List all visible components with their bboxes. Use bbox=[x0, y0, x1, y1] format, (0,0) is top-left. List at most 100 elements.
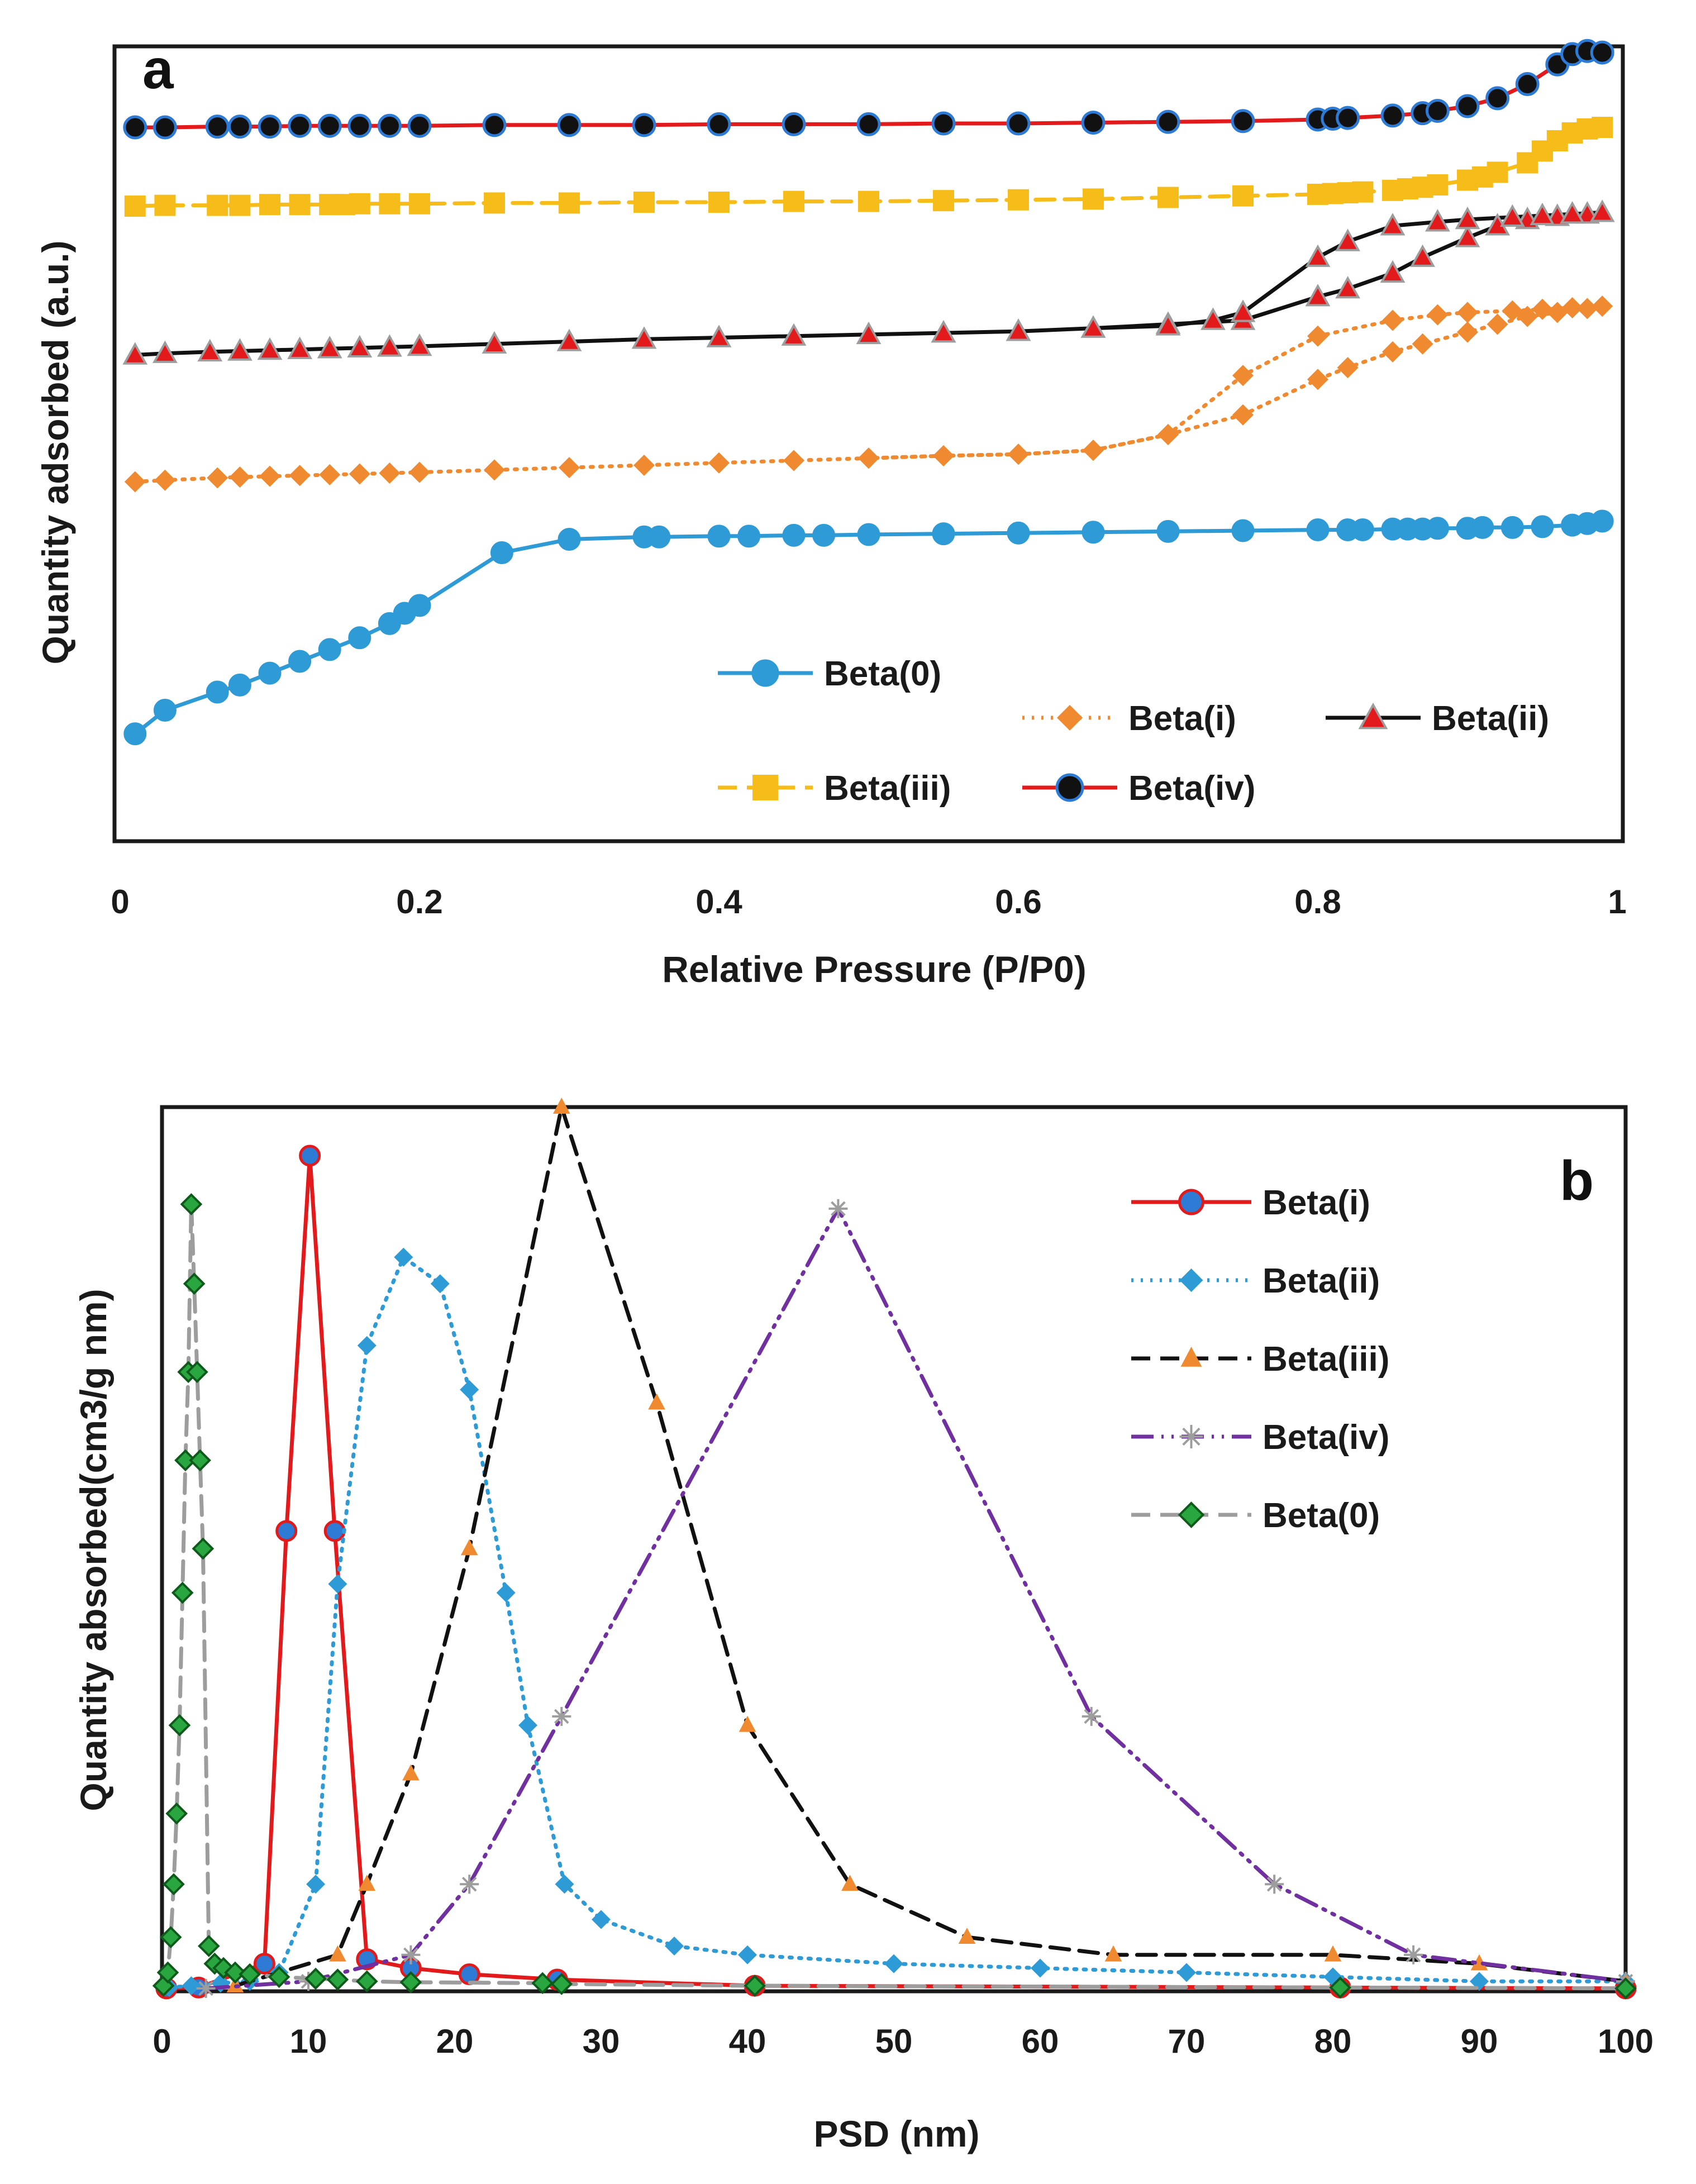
panel-b-point-beta-0-9 bbox=[180, 1193, 203, 1215]
panel-a-point-beta-ii-44 bbox=[931, 320, 956, 343]
panel-b-point-beta-iii-3 bbox=[402, 1764, 420, 1781]
panel-b-point-beta-0-18 bbox=[239, 1963, 261, 1986]
panel-b-point-beta-iii-4 bbox=[460, 1539, 478, 1556]
panel-a-point-beta-0-15 bbox=[707, 524, 731, 548]
panel-a-point-beta-i-32 bbox=[1532, 298, 1553, 320]
panel-a-point-beta-0-19 bbox=[857, 523, 880, 546]
panel-a-point-beta-iv-27 bbox=[1455, 94, 1480, 118]
panel-b-legend-label-beta-iii: Beta(iii) bbox=[1263, 1340, 1389, 1379]
panel-a-point-beta-iv-16 bbox=[931, 111, 956, 136]
panel-b-point-beta-ii-9 bbox=[430, 1274, 450, 1294]
panel-a-x-axis-title: Relative Pressure (P/P0) bbox=[662, 948, 1086, 990]
panel-a-legend-item-beta-0: Beta(0) bbox=[718, 655, 941, 693]
panel-a-point-beta-ii-22 bbox=[1335, 275, 1360, 299]
panel-b-x-tick-label: 0 bbox=[153, 2023, 171, 2060]
panel-b-series-line-beta-iv bbox=[204, 1207, 1628, 1991]
panel-a-point-beta-iii-20 bbox=[1157, 187, 1179, 208]
panel-a-point-beta-ii-31 bbox=[1560, 201, 1585, 224]
panel-b-x-tick-label: 60 bbox=[1022, 2023, 1059, 2060]
panel-a-point-beta-0-16 bbox=[737, 524, 761, 548]
panel-b-point-beta-0-11 bbox=[186, 1361, 208, 1384]
panel-a-point-beta-0-35 bbox=[1531, 515, 1554, 538]
panel-a-point-beta-i-31 bbox=[1561, 297, 1583, 318]
panel-b-point-beta-iii-11 bbox=[1324, 1945, 1342, 1962]
panel-b-legend-label-beta-i: Beta(i) bbox=[1263, 1184, 1370, 1222]
panel-a-point-beta-ii-23 bbox=[1380, 260, 1406, 283]
panel-a-x-ticks: 0 0.2 0.4 0.6 0.8 1 bbox=[111, 883, 1626, 921]
panel-a-point-beta-i-39 bbox=[1157, 423, 1179, 445]
panel-b-point-beta-ii-16 bbox=[738, 1945, 757, 1964]
panel-a-point-beta-iv-3 bbox=[227, 115, 252, 139]
panel-a-point-beta-i-36 bbox=[1382, 309, 1403, 331]
panel-b-legend-marker-beta-0 bbox=[1178, 1501, 1205, 1528]
panel-a-point-beta-ii-3 bbox=[227, 338, 253, 361]
panel-a-x-tick-label: 0.6 bbox=[995, 883, 1041, 921]
panel-a-point-beta-ii-30 bbox=[1589, 199, 1615, 222]
panel-a-point-beta-iv-24 bbox=[1380, 103, 1405, 128]
panel-b-point-beta-0-28 bbox=[1614, 1977, 1637, 2000]
panel-b-point-beta-iii-9 bbox=[958, 1928, 976, 1944]
panel-a-x-tick-label: 1 bbox=[1608, 883, 1626, 921]
panel-a-point-beta-ii-33 bbox=[1500, 204, 1525, 227]
panel-a-point-beta-ii-0 bbox=[122, 342, 148, 365]
panel-b-x-tick-label: 40 bbox=[729, 2023, 766, 2060]
panel-b-point-beta-iv-6 bbox=[1082, 1706, 1101, 1726]
panel-a-point-beta-0-12 bbox=[558, 527, 581, 551]
panel-a-point-beta-iii-19 bbox=[1083, 188, 1104, 210]
panel-b-point-beta-iii-1 bbox=[329, 1945, 346, 1962]
panel-a-series-layer bbox=[122, 39, 1615, 746]
panel-a-point-beta-0-17 bbox=[782, 523, 806, 547]
panel-a-point-beta-iv-12 bbox=[632, 113, 656, 137]
panel-b-legend-item-beta-iv: Beta(iv) bbox=[1131, 1418, 1389, 1457]
panel-a-point-beta-iv-17 bbox=[1006, 111, 1031, 136]
panel-a-point-beta-0-2 bbox=[206, 680, 229, 704]
panel-a-point-beta-i-23 bbox=[1382, 341, 1403, 363]
panel-a-point-beta-i-0 bbox=[124, 471, 146, 493]
panel-a-point-beta-iii-2 bbox=[207, 194, 228, 216]
panel-a-legend-label-beta-i: Beta(i) bbox=[1128, 699, 1236, 738]
panel-a-point-beta-iii-9 bbox=[379, 193, 401, 214]
panel-a-point-beta-i-40 bbox=[1083, 440, 1104, 461]
panel-a-point-beta-i-41 bbox=[1008, 444, 1029, 465]
panel-a-point-beta-iv-20 bbox=[1231, 109, 1255, 133]
panel-a-point-beta-iii-12 bbox=[559, 192, 580, 214]
panel-b-point-beta-0-23 bbox=[399, 1971, 422, 1994]
panel-b-point-beta-0-24 bbox=[531, 1972, 554, 1995]
panel-a-point-beta-ii-1 bbox=[153, 340, 178, 363]
panel-a-point-beta-i-2 bbox=[207, 467, 228, 489]
panel-b-point-beta-0-4 bbox=[165, 1802, 188, 1825]
panel-b-point-beta-iv-5 bbox=[828, 1199, 848, 1218]
panel-a-point-beta-iii-29 bbox=[1427, 174, 1449, 195]
panel-a-x-tick-label: 0.8 bbox=[1294, 883, 1341, 921]
panel-a-point-beta-iii-14 bbox=[708, 192, 730, 213]
panel-a-point-beta-ii-32 bbox=[1530, 202, 1555, 226]
panel-b-point-beta-iii-6 bbox=[648, 1393, 665, 1410]
panel-a-point-beta-ii-40 bbox=[1200, 307, 1226, 330]
panel-b-point-beta-iv-2 bbox=[401, 1945, 421, 1964]
panel-a-point-beta-iv-4 bbox=[258, 115, 282, 139]
panel-a-legend-marker-beta-0 bbox=[751, 659, 779, 687]
panel-a-point-beta-i-14 bbox=[783, 450, 804, 471]
panel-b-legend-item-beta-0: Beta(0) bbox=[1131, 1496, 1380, 1535]
panel-a-point-beta-i-22 bbox=[1337, 357, 1359, 379]
panel-a-point-beta-0-18 bbox=[812, 523, 836, 547]
panel-a-point-beta-iii-15 bbox=[783, 190, 804, 212]
panel-a-point-beta-i-43 bbox=[858, 447, 879, 469]
panel-a-legend-marker-beta-iii bbox=[752, 775, 778, 800]
panel-b-point-beta-0-5 bbox=[168, 1714, 191, 1737]
panel-a-point-beta-ii-8 bbox=[377, 334, 402, 357]
panel-b-legend-label-beta-0: Beta(0) bbox=[1263, 1496, 1380, 1535]
panel-b-series-line-beta-ii bbox=[167, 1255, 1628, 1990]
panel-a-legend-item-beta-iii: Beta(iii) bbox=[718, 769, 951, 808]
panel-b-point-beta-0-3 bbox=[163, 1873, 185, 1896]
panel-a-point-beta-i-12 bbox=[633, 454, 655, 476]
panel-b-x-tick-label: 50 bbox=[875, 2023, 913, 2060]
panel-b-legend-label-beta-iv: Beta(iv) bbox=[1263, 1418, 1389, 1457]
panel-b-point-beta-ii-7 bbox=[357, 1336, 377, 1355]
panel-a-point-beta-0-4 bbox=[258, 661, 282, 685]
panel-a-point-beta-i-29 bbox=[1576, 298, 1598, 320]
panel-a-point-beta-iv-15 bbox=[856, 112, 881, 136]
panel-a-point-beta-0-27 bbox=[1351, 518, 1374, 542]
panel-b-legend-item-beta-i: Beta(i) bbox=[1131, 1184, 1370, 1222]
